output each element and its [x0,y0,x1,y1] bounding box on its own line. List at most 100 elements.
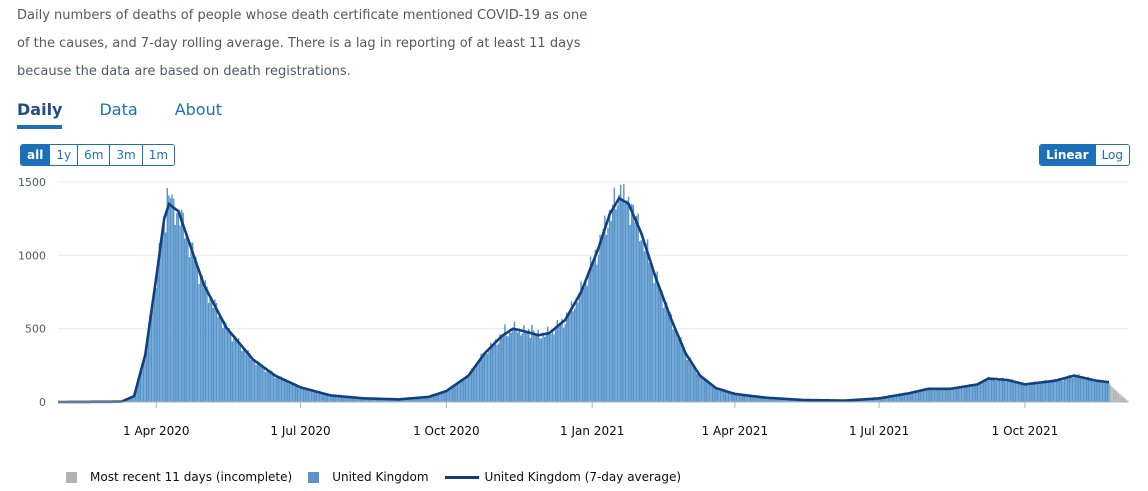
daily-bar [207,302,210,402]
daily-bar [218,314,221,402]
scale-selector: Linear Log [1039,144,1130,166]
daily-bar [494,339,497,402]
range-6m-button[interactable]: 6m [78,145,111,165]
daily-bar [1051,382,1053,402]
daily-bar [612,204,614,402]
daily-bar [128,398,130,402]
y-tick-label: 1000 [18,249,46,262]
scale-log-button[interactable]: Log [1095,145,1129,165]
daily-bar [502,334,505,402]
daily-bar [906,393,909,402]
daily-bar [496,344,498,402]
range-1y-button[interactable]: 1y [50,145,79,165]
daily-bar [264,371,267,402]
daily-bar [680,337,682,402]
daily-bar [333,395,335,402]
tab-data[interactable]: Data [99,100,138,119]
range-3m-button[interactable]: 3m [110,145,143,165]
daily-bar [558,325,560,402]
daily-bar [147,329,149,402]
daily-bar [418,397,421,402]
range-1m-button[interactable]: 1m [142,145,175,165]
tab-daily[interactable]: Daily [17,100,63,129]
daily-bar [562,327,565,402]
daily-bar [340,396,343,402]
daily-bar [161,224,164,402]
tab-about[interactable]: About [174,100,222,119]
daily-bar [990,379,993,402]
daily-bar [911,391,914,402]
daily-bar [1000,379,1002,402]
daily-bar [898,394,901,402]
daily-bar [734,394,736,402]
daily-bar [485,350,487,402]
daily-bar [648,262,650,402]
daily-bar [1044,379,1047,402]
daily-bar [507,336,509,402]
daily-bar [209,297,211,402]
daily-bar [524,331,527,402]
daily-bar [711,384,714,402]
daily-bar [352,397,354,402]
daily-bar [534,334,536,402]
daily-bar [165,232,167,402]
daily-bar [791,399,793,402]
daily-bar [703,377,706,402]
daily-bar [881,398,883,402]
daily-bar [642,234,644,402]
daily-bar [780,398,782,402]
daily-bar [640,240,642,402]
daily-bar [1097,379,1099,402]
daily-bar [334,395,337,402]
daily-bar [883,397,885,402]
daily-bar [1014,382,1017,402]
daily-bar [965,385,967,402]
daily-bar [515,329,517,402]
daily-bar [1090,379,1093,402]
daily-bar [724,391,727,402]
daily-bar [938,389,941,402]
daily-bar [249,353,251,402]
daily-bar [372,398,375,402]
daily-bar [176,213,178,402]
scale-linear-button[interactable]: Linear [1040,145,1096,165]
daily-bar [1057,380,1059,402]
daily-bar [637,213,639,402]
daily-bar [467,375,470,402]
daily-bar [375,398,378,402]
daily-bar [371,398,373,402]
daily-bar [1103,382,1105,402]
daily-bar [447,388,449,402]
daily-bar [613,187,616,402]
daily-bar [543,336,546,402]
daily-bar [456,381,459,402]
daily-bar [1084,379,1086,402]
daily-bar [577,302,579,402]
legend-incomplete-label: Most recent 11 days (incomplete) [90,470,293,484]
daily-bar [152,299,154,402]
daily-bar [497,343,500,402]
daily-bar [1063,376,1066,402]
daily-bar [237,338,240,402]
daily-bar [593,258,595,402]
legend-line-label: United Kingdom (7-day average) [484,470,682,484]
daily-bar [594,249,597,402]
daily-bar [150,314,153,402]
daily-bar [1001,377,1004,402]
daily-bar [302,388,305,402]
daily-bar [886,397,888,402]
daily-bar [1124,398,1126,402]
daily-bar [405,398,408,402]
daily-bar [1043,382,1045,402]
daily-bar [578,293,581,402]
daily-bar [440,393,443,402]
range-all-button[interactable]: all [21,145,51,165]
daily-bar [470,368,473,402]
daily-bar [528,329,530,402]
daily-bar [664,305,666,402]
daily-bar [569,309,571,402]
daily-bar [871,399,874,402]
daily-bar [879,397,882,402]
daily-bar [669,311,671,402]
daily-bar [245,354,248,402]
